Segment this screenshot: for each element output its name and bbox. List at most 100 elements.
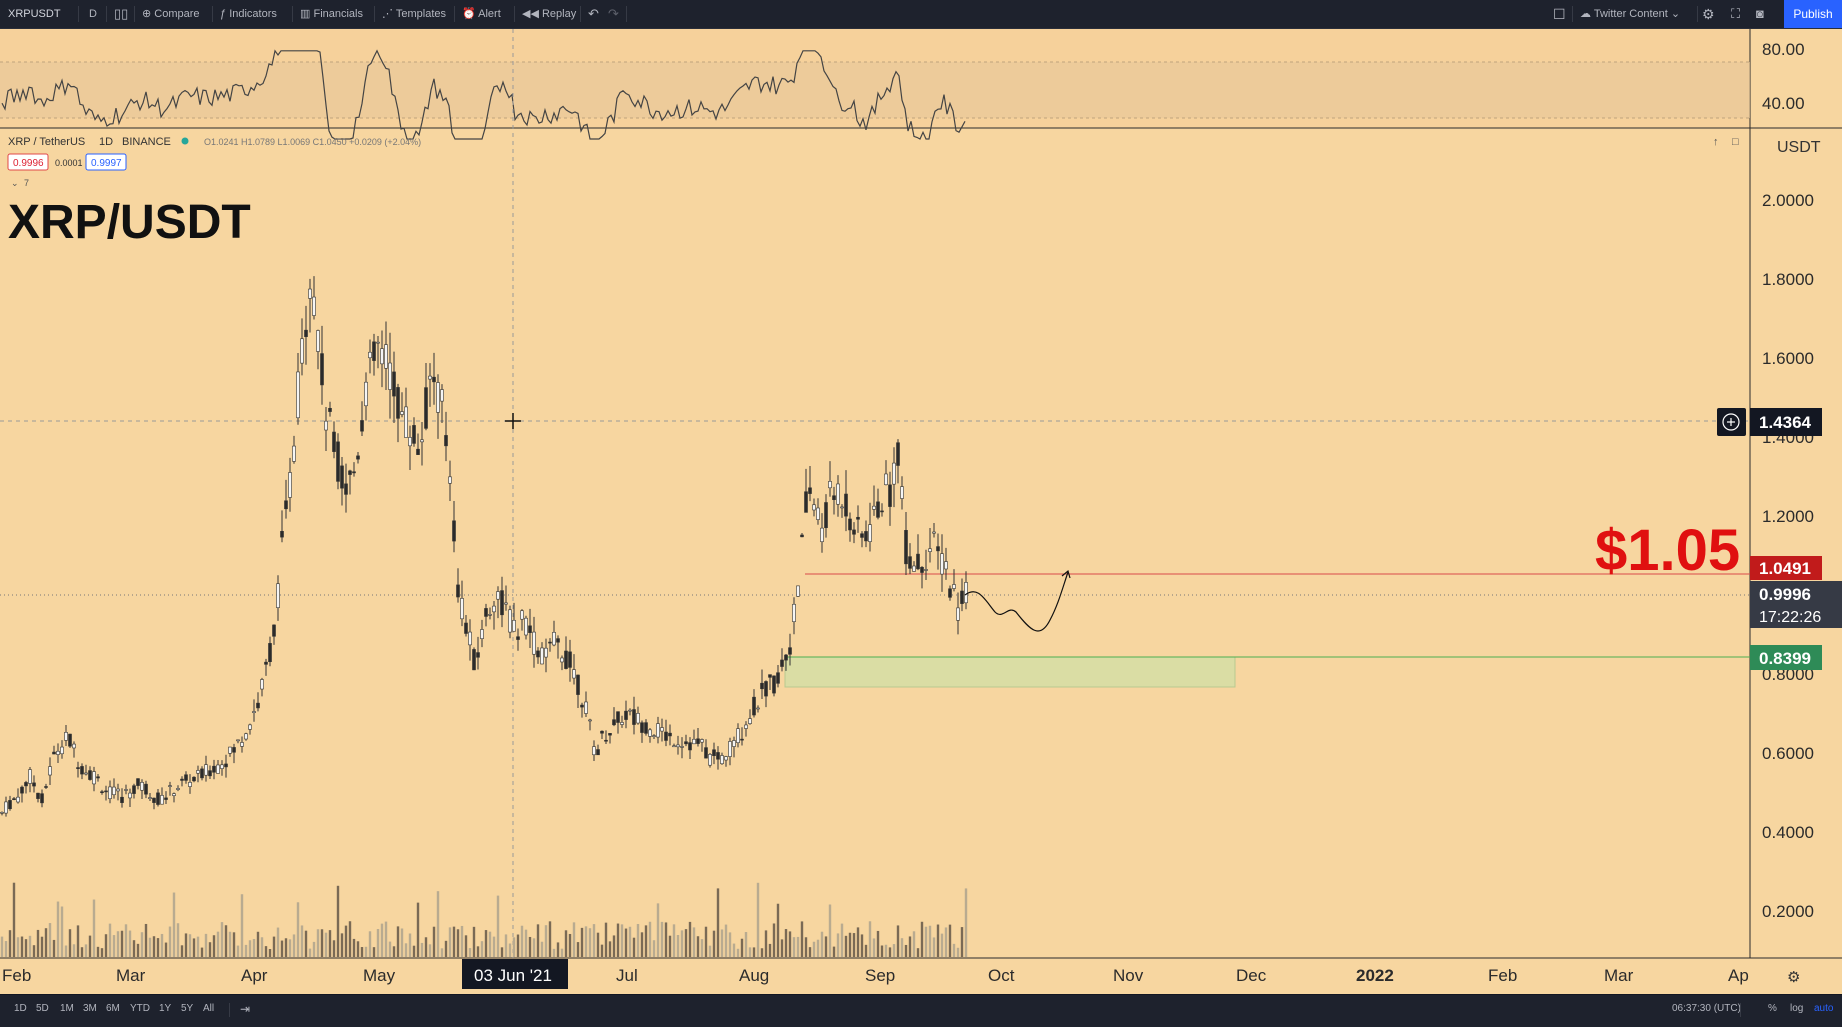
volume-bar	[528, 936, 532, 957]
chart-area[interactable]: 80.00 40.00 XRP / TetherUS 1D BINANCE O1…	[0, 29, 1842, 994]
interval-button[interactable]: D	[89, 8, 97, 20]
volume-bar	[132, 940, 136, 957]
range-5d-button[interactable]: 5D	[36, 1003, 49, 1014]
candle-body	[620, 722, 624, 725]
range-3m-button[interactable]: 3M	[83, 1003, 97, 1014]
candle-body	[120, 796, 124, 803]
candle-body	[860, 533, 864, 538]
volume-bar	[496, 895, 500, 957]
candle-body	[400, 411, 404, 415]
buy-button[interactable]	[85, 153, 127, 171]
volume-bar	[400, 928, 404, 957]
candle-body	[616, 711, 620, 723]
volume-bar	[964, 888, 968, 957]
collapse-indicators-chevron-icon[interactable]: ⌄	[11, 178, 19, 188]
volume-bar	[372, 947, 376, 957]
volume-bar	[268, 948, 272, 957]
volume-bar	[156, 938, 160, 957]
price-axis-background[interactable]	[1750, 29, 1842, 958]
volume-bar	[812, 941, 816, 957]
candle-body	[316, 330, 320, 352]
candle-body	[872, 505, 876, 510]
layout-name-button[interactable]: ☁ Twitter Content ⌄	[1580, 0, 1680, 28]
time-axis-background[interactable]	[0, 958, 1842, 994]
range-1y-button[interactable]: 1Y	[159, 1003, 172, 1014]
volume-bar	[276, 927, 280, 957]
candle-body	[160, 795, 164, 805]
fullscreen-icon[interactable]: ⛶	[1731, 6, 1741, 21]
candle-body	[304, 329, 308, 337]
volume-bar	[952, 943, 956, 957]
projection-path[interactable]	[964, 571, 1069, 632]
utc-clock[interactable]: 06:37:30 (UTC)	[1672, 1003, 1741, 1014]
range-1m-button[interactable]: 1M	[60, 1003, 74, 1014]
log-scale-toggle[interactable]: log	[1790, 1003, 1804, 1014]
candle-body	[268, 643, 272, 663]
volume-bar	[928, 925, 932, 957]
chart-canvas[interactable]: 80.00 40.00 XRP / TetherUS 1D BINANCE O1…	[0, 29, 1842, 994]
volume-bar	[348, 921, 352, 957]
compare-button[interactable]: ⊕ Compare	[142, 0, 200, 28]
sell-button[interactable]	[7, 153, 49, 171]
candle-body	[364, 381, 368, 407]
volume-bar	[620, 924, 624, 957]
candle-body	[112, 786, 116, 796]
financials-button[interactable]: ▥ Financials	[300, 0, 363, 28]
candle-body	[184, 774, 188, 781]
alert-button[interactable]: ⏰ Alert	[462, 0, 501, 28]
candle-body	[540, 647, 544, 665]
redo-icon[interactable]: ↷	[608, 6, 619, 21]
candle-body	[344, 483, 348, 495]
candle-body	[724, 756, 728, 761]
volume-bar	[252, 938, 256, 957]
percent-scale-toggle[interactable]: %	[1768, 1003, 1777, 1014]
templates-button[interactable]: ⋰ Templates	[382, 0, 446, 28]
volume-bar	[580, 927, 584, 957]
volume-bar	[648, 921, 652, 957]
volume-bar	[68, 929, 72, 957]
arrow-up-icon[interactable]: ↑	[1713, 136, 1719, 148]
volume-bar	[240, 894, 244, 957]
range-1d-button[interactable]: 1D	[14, 1003, 27, 1014]
range-all-button[interactable]: All	[203, 1003, 215, 1014]
auto-scale-toggle[interactable]: auto	[1814, 1003, 1834, 1014]
replay-button[interactable]: ◀◀ Replay	[522, 0, 576, 28]
candle-body	[280, 531, 284, 538]
target-price-text[interactable]: $1.05	[1595, 518, 1740, 583]
select-layout-icon[interactable]: ☐	[1553, 6, 1566, 22]
candle-body	[812, 504, 816, 511]
volume-bar	[144, 923, 148, 957]
candle-body	[660, 727, 664, 732]
volume-bar	[960, 927, 964, 957]
volume-bar	[564, 930, 568, 957]
range-5y-button[interactable]: 5Y	[181, 1003, 194, 1014]
chart-title-text[interactable]: XRP/USDT	[8, 196, 251, 249]
maximize-pane-icon[interactable]: □	[1732, 136, 1739, 148]
candle-body	[20, 786, 24, 794]
range-ytd-button[interactable]: YTD	[130, 1003, 150, 1014]
chart-settings-gear-icon[interactable]: ⚙	[1787, 969, 1800, 986]
volume-bar	[32, 945, 36, 957]
chart-style-icon[interactable]: ▯▯	[114, 6, 129, 21]
publish-button[interactable]: Publish	[1784, 0, 1842, 28]
support-zone-box[interactable]	[784, 656, 1236, 688]
time-label: Jul	[616, 966, 638, 985]
camera-icon[interactable]: ◙	[1756, 6, 1764, 21]
symbol-search-button[interactable]: XRPUSDT	[8, 8, 61, 20]
crosshair-date-label	[462, 959, 568, 989]
date-range-icon[interactable]: ⇥	[240, 1002, 251, 1016]
range-6m-button[interactable]: 6M	[106, 1003, 120, 1014]
volume-bar	[856, 927, 860, 957]
volume-bar	[488, 931, 492, 957]
volume-bar	[840, 923, 844, 957]
candlesticks	[0, 276, 968, 817]
candle-body	[56, 750, 60, 755]
volume-bar	[540, 941, 544, 957]
gear-icon[interactable]: ⚙	[1702, 6, 1715, 22]
undo-icon[interactable]: ↶	[588, 6, 599, 21]
volume-bar	[896, 925, 900, 957]
indicators-button[interactable]: ƒ Indicators	[220, 0, 277, 28]
candle-body	[464, 622, 468, 634]
candle-body	[796, 585, 800, 597]
candle-body	[272, 624, 276, 637]
